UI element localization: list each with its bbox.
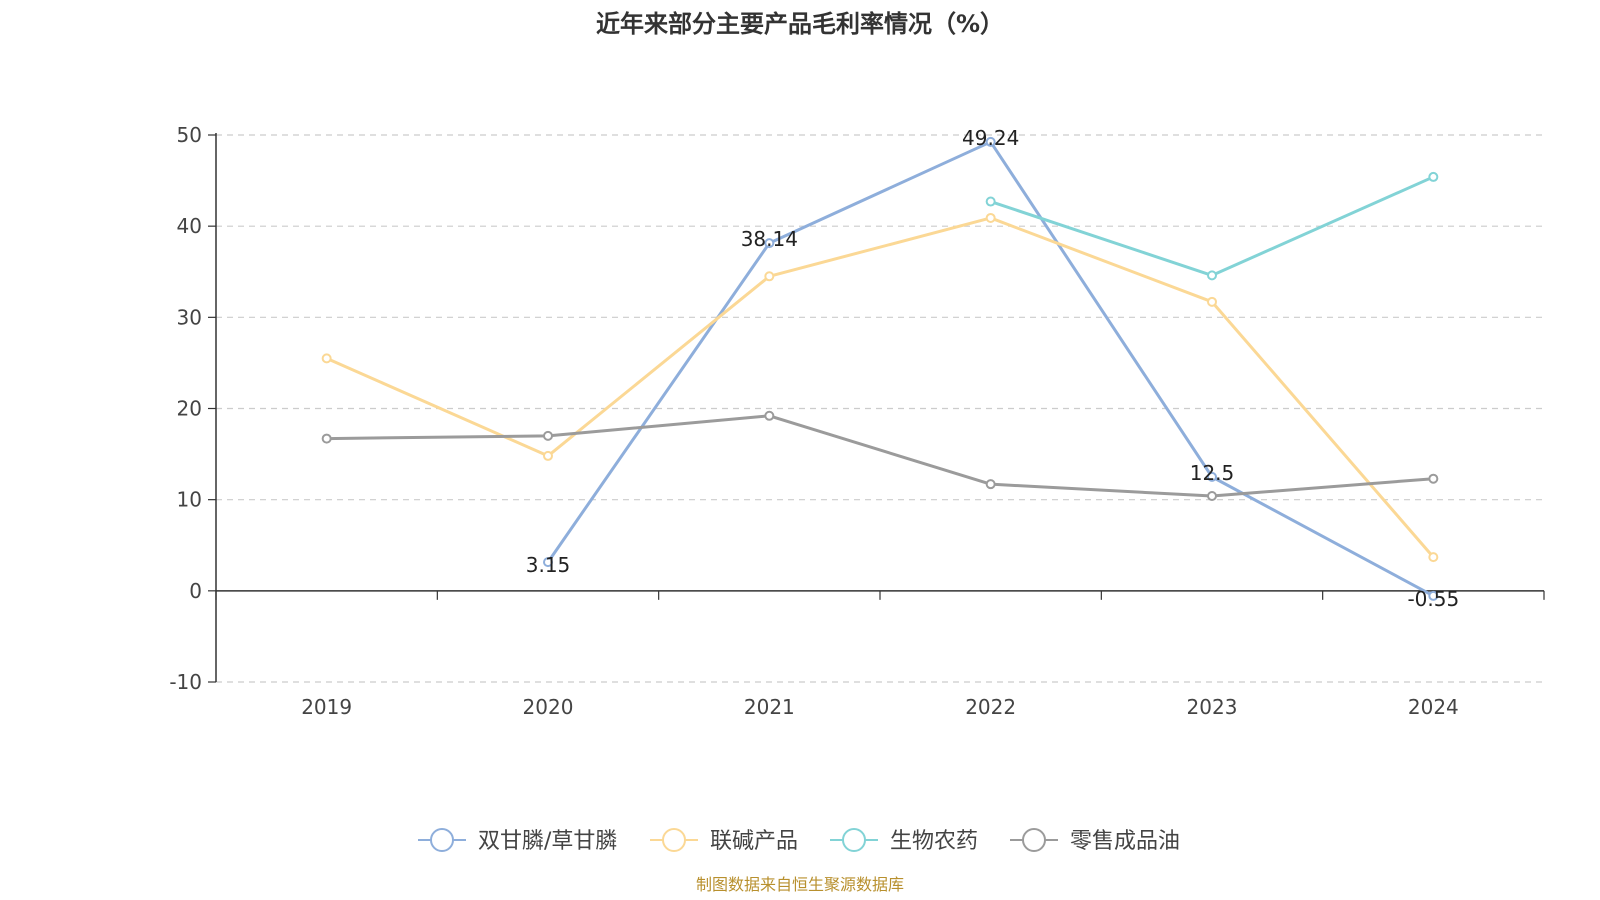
- y-tick-label: 20: [177, 397, 202, 421]
- series-line: [546, 140, 1435, 598]
- series-零售成品油: [321, 410, 1439, 502]
- data-point: [764, 238, 775, 249]
- x-tick-label: 2019: [301, 695, 352, 719]
- legend-item: 双甘膦/草甘膦: [418, 828, 617, 854]
- x-tick-label: 2020: [523, 695, 574, 719]
- legend-marker: [1022, 828, 1046, 852]
- data-label: 12.5: [1190, 461, 1235, 485]
- legend-label: 生物农药: [890, 829, 978, 854]
- x-tick-label: 2021: [744, 695, 795, 719]
- data-point: [1207, 471, 1217, 482]
- grid-lines: [216, 134, 1544, 683]
- x-tick-label: 2023: [1187, 695, 1238, 719]
- y-tick-label: 50: [177, 123, 202, 147]
- series-生物农药: [985, 171, 1439, 281]
- legend-label: 双甘膦/草甘膦: [478, 829, 617, 854]
- data-point: [1207, 270, 1217, 281]
- data-point: [543, 450, 553, 461]
- data-point: [1207, 491, 1217, 502]
- data-label: 38.14: [741, 227, 798, 251]
- y-tick-label: -10: [169, 670, 202, 694]
- data-point: [321, 433, 332, 444]
- series-双甘膦/草甘膦: [543, 136, 1439, 601]
- data-point: [985, 136, 996, 147]
- y-tick-label: 10: [177, 488, 202, 512]
- y-tick-label: 40: [177, 214, 202, 238]
- series-联碱产品: [321, 212, 1439, 563]
- data-point: [985, 196, 996, 207]
- legend: 双甘膦/草甘膦 联碱产品 生物农药 零售成品油: [418, 828, 1180, 854]
- x-tick-label: 2022: [965, 695, 1016, 719]
- legend-item: 生物农药: [830, 828, 978, 854]
- y-tick-label: 30: [177, 305, 202, 329]
- legend-marker: [430, 828, 454, 852]
- data-point: [764, 410, 775, 421]
- series-layer: [321, 136, 1439, 601]
- legend-item: 零售成品油: [1010, 828, 1180, 854]
- chart-title: 近年来部分主要产品毛利率情况（%）: [596, 10, 1004, 38]
- data-point: [1207, 296, 1217, 307]
- data-labels: 3.15 38.14 49.24 12.5 -0.55: [526, 126, 1459, 611]
- data-point: [1428, 473, 1439, 484]
- data-point: [543, 557, 553, 568]
- series-line: [326, 216, 1435, 559]
- data-label: -0.55: [1407, 587, 1459, 611]
- data-point: [985, 212, 996, 223]
- legend-marker: [662, 828, 686, 852]
- legend-marker: [842, 828, 866, 852]
- data-label: 3.15: [526, 553, 571, 577]
- data-point: [764, 271, 775, 282]
- x-tick-label: 2024: [1408, 695, 1459, 719]
- y-tick-label: 0: [189, 579, 202, 603]
- data-point: [1428, 552, 1439, 563]
- axes: -10 0 10 20 30 40 50 2019 2020 2021 2022 2023 2024: [169, 123, 1545, 719]
- data-point: [543, 430, 553, 441]
- data-point: [321, 353, 332, 364]
- series-line: [326, 414, 1434, 498]
- source-note: 制图数据来自恒生聚源数据库: [696, 875, 904, 894]
- data-point: [1428, 171, 1439, 182]
- legend-label: 零售成品油: [1070, 829, 1180, 854]
- legend-label: 联碱产品: [710, 829, 798, 854]
- data-point: [985, 479, 996, 490]
- data-point: [1428, 590, 1439, 601]
- data-label: 49.24: [962, 126, 1019, 150]
- legend-item: 联碱产品: [650, 828, 798, 854]
